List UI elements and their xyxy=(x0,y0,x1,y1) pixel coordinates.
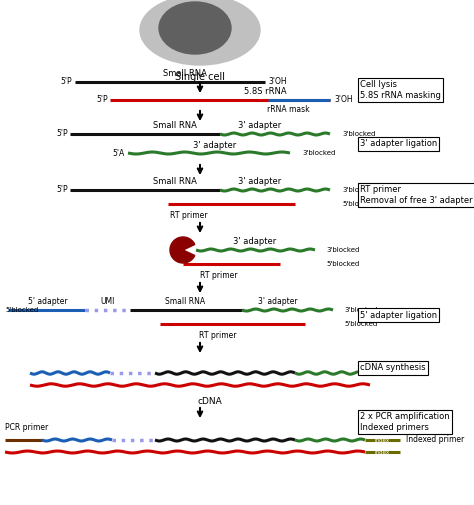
Wedge shape xyxy=(170,237,195,263)
Text: cDNA: cDNA xyxy=(198,396,222,406)
Text: RT primer: RT primer xyxy=(170,212,208,221)
Text: RT primer
Removal of free 3' adapter: RT primer Removal of free 3' adapter xyxy=(360,185,473,205)
Text: RT primer: RT primer xyxy=(200,272,237,280)
Text: Small RNA: Small RNA xyxy=(153,177,197,186)
Text: 5'P: 5'P xyxy=(56,129,68,138)
Text: 5'blocked: 5'blocked xyxy=(5,307,38,313)
Ellipse shape xyxy=(140,0,260,65)
Text: 5'P: 5'P xyxy=(56,185,68,194)
Text: 5'A: 5'A xyxy=(113,148,125,158)
Text: 3'blocked: 3'blocked xyxy=(326,247,359,253)
Text: 5'P: 5'P xyxy=(60,77,72,86)
Text: 3'OH: 3'OH xyxy=(334,95,353,105)
Text: 5'blocked: 5'blocked xyxy=(326,261,359,267)
Text: 5'P: 5'P xyxy=(96,95,108,105)
Text: 5'blocked: 5'blocked xyxy=(344,321,377,327)
Text: rRNA mask: rRNA mask xyxy=(267,106,310,115)
Text: Small RNA: Small RNA xyxy=(165,297,205,307)
Text: Small RNA: Small RNA xyxy=(153,122,197,130)
Text: Small RNA: Small RNA xyxy=(163,70,207,78)
Ellipse shape xyxy=(159,2,231,54)
Text: 3' adapter: 3' adapter xyxy=(233,237,277,246)
Text: Cell lysis
5.8S rRNA masking: Cell lysis 5.8S rRNA masking xyxy=(360,80,441,99)
Text: Single cell: Single cell xyxy=(175,72,225,82)
Text: 3' adapter: 3' adapter xyxy=(258,297,298,307)
Text: 3'blocked: 3'blocked xyxy=(344,307,377,313)
Text: 3'blocked: 3'blocked xyxy=(342,187,375,193)
Text: 5.8S rRNA: 5.8S rRNA xyxy=(244,87,286,96)
Text: 3' adapter: 3' adapter xyxy=(238,122,282,130)
Text: 3' adapter: 3' adapter xyxy=(193,140,237,149)
Text: 3' adapter: 3' adapter xyxy=(238,177,282,186)
Text: Indexed primer: Indexed primer xyxy=(406,435,464,444)
Text: PCR primer: PCR primer xyxy=(5,424,48,432)
Text: 5'blocked: 5'blocked xyxy=(342,201,375,207)
Text: 3'blocked: 3'blocked xyxy=(302,150,336,156)
Text: 3'OH: 3'OH xyxy=(268,77,287,86)
Text: UMI: UMI xyxy=(101,297,115,307)
Text: 5' adapter: 5' adapter xyxy=(28,297,68,307)
Text: cDNA synthesis: cDNA synthesis xyxy=(360,364,426,373)
Text: 3'blocked: 3'blocked xyxy=(342,131,375,137)
Text: Index: Index xyxy=(374,449,390,454)
Text: 5' adapter ligation: 5' adapter ligation xyxy=(360,311,437,320)
Text: RT primer: RT primer xyxy=(199,331,237,340)
Text: Index: Index xyxy=(374,437,390,442)
Text: 2 x PCR amplification
Indexed primers: 2 x PCR amplification Indexed primers xyxy=(360,412,450,432)
Text: 3' adapter ligation: 3' adapter ligation xyxy=(360,139,437,148)
